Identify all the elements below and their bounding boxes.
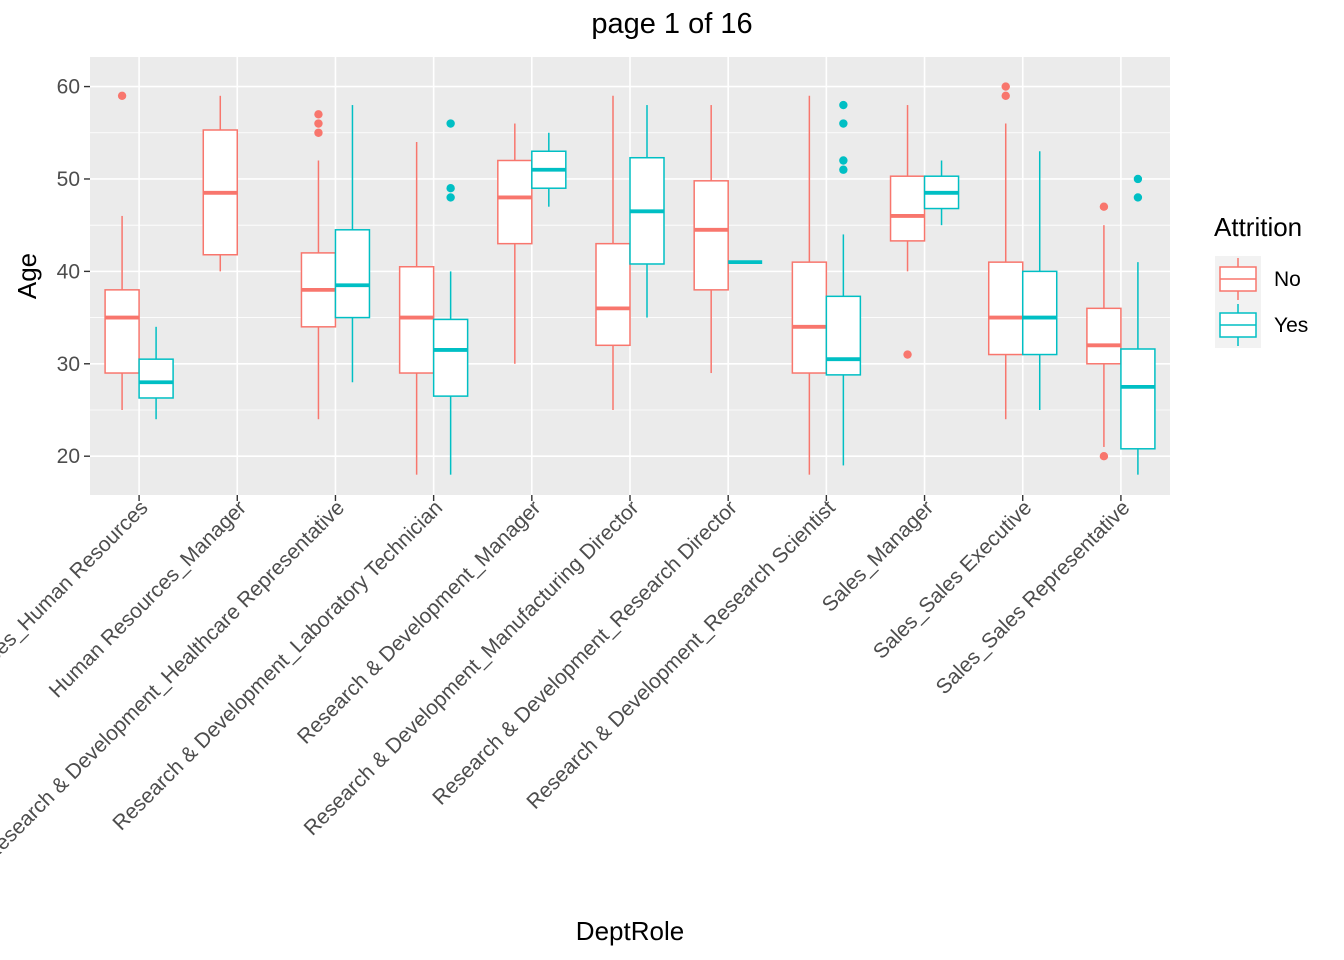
outlier-point bbox=[314, 119, 323, 128]
box-body bbox=[889, 175, 926, 242]
outlier-point bbox=[117, 91, 127, 101]
x-tick-label: Sales_Sales Representative bbox=[932, 496, 1135, 699]
outlier-point bbox=[1001, 82, 1010, 91]
box-body bbox=[432, 318, 469, 397]
outlier-point bbox=[1099, 451, 1109, 461]
box-no-1 bbox=[202, 95, 239, 272]
outlier-point bbox=[1099, 202, 1109, 211]
box-yes-10 bbox=[1120, 174, 1156, 475]
y-axis-label: Age bbox=[12, 253, 42, 299]
outlier-point bbox=[839, 119, 848, 128]
x-tick-label: Human Resources_Manager bbox=[45, 496, 251, 702]
box-body bbox=[497, 159, 533, 245]
x-tick-label: Research & Development_Laboratory Techni… bbox=[108, 496, 447, 835]
box-yes-4 bbox=[531, 132, 567, 207]
y-tick-label: 60 bbox=[57, 76, 80, 99]
outlier-point bbox=[446, 119, 455, 128]
box-yes-0 bbox=[138, 326, 174, 420]
y-axis: 20 30 40 50 60 bbox=[57, 76, 90, 468]
box-no-0 bbox=[104, 91, 140, 410]
box-body bbox=[987, 261, 1024, 356]
box-body bbox=[825, 295, 862, 376]
box-no-6 bbox=[693, 105, 729, 374]
legend-title: Attrition bbox=[1214, 212, 1302, 242]
box-yes-8 bbox=[923, 160, 960, 226]
legend-key-no: No bbox=[1215, 256, 1301, 302]
box-body bbox=[334, 229, 371, 319]
box-body bbox=[1120, 348, 1156, 450]
y-tick-label: 50 bbox=[57, 168, 80, 191]
box-no-8 bbox=[889, 105, 926, 359]
box-yes-3 bbox=[432, 119, 469, 475]
box-yes-9 bbox=[1021, 151, 1058, 410]
outlier-point bbox=[314, 110, 323, 119]
box-body bbox=[398, 266, 435, 374]
box-body bbox=[1021, 270, 1058, 356]
boxplots bbox=[104, 82, 1156, 475]
box-body bbox=[138, 358, 174, 399]
box-no-5 bbox=[595, 95, 631, 410]
x-axis-label: DeptRole bbox=[576, 916, 684, 946]
box-yes-5 bbox=[629, 105, 665, 318]
legend-label: Yes bbox=[1274, 314, 1308, 337]
box-no-3 bbox=[398, 142, 435, 475]
box-body bbox=[595, 242, 631, 347]
y-tick-label: 40 bbox=[57, 260, 80, 283]
y-tick-label: 30 bbox=[57, 353, 80, 376]
x-tick-label: Research & Development_Manufacturing Dir… bbox=[300, 496, 644, 840]
outlier-point bbox=[446, 184, 455, 193]
box-body bbox=[104, 289, 140, 374]
outlier-point bbox=[1133, 193, 1143, 202]
outlier-point bbox=[446, 193, 455, 202]
outlier-point bbox=[839, 100, 848, 110]
box-body bbox=[693, 180, 729, 291]
box-no-7 bbox=[791, 95, 828, 475]
box-no-4 bbox=[497, 123, 533, 364]
legend: Attrition No Yes bbox=[1214, 212, 1308, 348]
outlier-point bbox=[314, 128, 323, 137]
box-yes-2 bbox=[334, 105, 371, 383]
outlier-point bbox=[1133, 174, 1143, 184]
legend-key-yes: Yes bbox=[1215, 302, 1308, 348]
outlier-point bbox=[903, 350, 912, 359]
outlier-point bbox=[839, 156, 848, 165]
box-yes-7 bbox=[825, 100, 862, 466]
outlier-point bbox=[839, 165, 848, 174]
box-body bbox=[1086, 307, 1122, 365]
chart-title: page 1 of 16 bbox=[591, 8, 752, 40]
box-no-2 bbox=[300, 110, 337, 420]
y-tick-label: 20 bbox=[57, 445, 80, 468]
legend-label: No bbox=[1274, 268, 1301, 291]
box-body bbox=[791, 261, 828, 374]
box-no-9 bbox=[987, 82, 1024, 420]
box-no-10 bbox=[1086, 202, 1122, 461]
x-tick-label: Sales_Sales Executive bbox=[869, 496, 1036, 663]
outlier-point bbox=[1001, 91, 1010, 101]
